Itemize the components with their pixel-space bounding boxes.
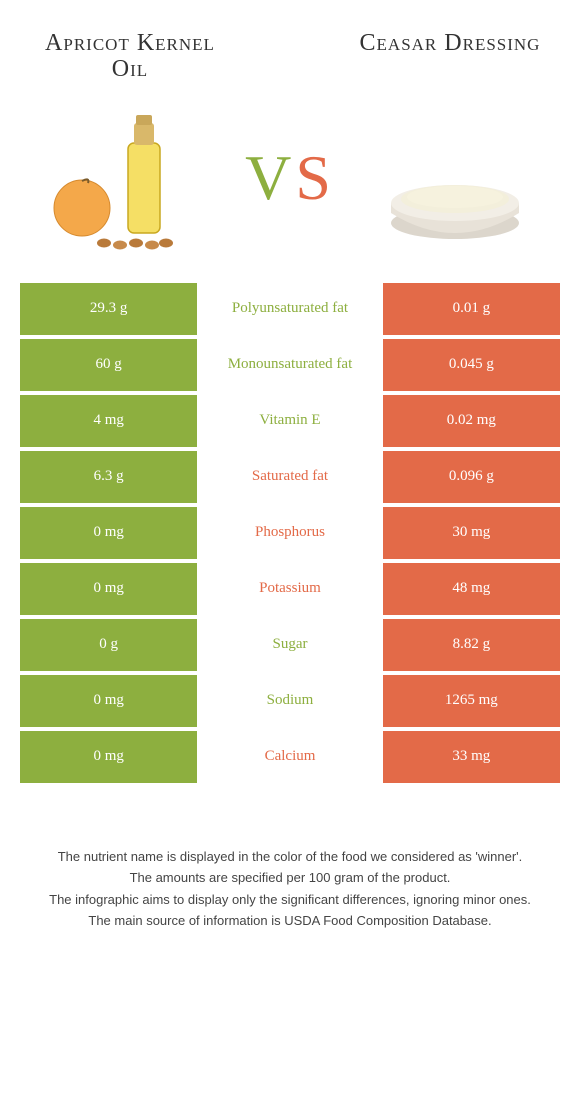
footer-line-1: The nutrient name is displayed in the co… bbox=[20, 847, 560, 867]
table-row: 60 gMonounsaturated fat0.045 g bbox=[20, 339, 560, 395]
header: Apricot Kernel Oil Ceasar Dressing bbox=[0, 0, 580, 83]
left-value: 29.3 g bbox=[20, 283, 201, 335]
footer-notes: The nutrient name is displayed in the co… bbox=[20, 847, 560, 933]
left-food-title: Apricot Kernel Oil bbox=[30, 30, 230, 83]
left-value: 0 g bbox=[20, 619, 201, 671]
right-food-title: Ceasar Dressing bbox=[350, 30, 550, 83]
images-row: VS bbox=[0, 83, 580, 283]
vs-v: V bbox=[245, 142, 295, 213]
right-value: 0.096 g bbox=[383, 451, 560, 503]
table-row: 0 mgCalcium33 mg bbox=[20, 731, 560, 787]
nutrient-label: Saturated fat bbox=[201, 451, 382, 503]
right-value: 0.045 g bbox=[383, 339, 560, 391]
left-value: 0 mg bbox=[20, 731, 201, 783]
right-value: 8.82 g bbox=[383, 619, 560, 671]
right-value: 30 mg bbox=[383, 507, 560, 559]
table-row: 0 mgPotassium48 mg bbox=[20, 563, 560, 619]
left-value: 0 mg bbox=[20, 507, 201, 559]
nutrient-label: Phosphorus bbox=[201, 507, 382, 559]
table-row: 6.3 gSaturated fat0.096 g bbox=[20, 451, 560, 507]
nutrient-label: Calcium bbox=[201, 731, 382, 783]
left-value: 0 mg bbox=[20, 675, 201, 727]
right-value: 0.02 mg bbox=[383, 395, 560, 447]
left-food-image bbox=[40, 93, 210, 263]
vs-label: VS bbox=[245, 141, 335, 215]
footer-line-2: The amounts are specified per 100 gram o… bbox=[20, 868, 560, 888]
footer-line-3: The infographic aims to display only the… bbox=[20, 890, 560, 910]
right-value: 48 mg bbox=[383, 563, 560, 615]
left-value: 6.3 g bbox=[20, 451, 201, 503]
nutrient-label: Vitamin E bbox=[201, 395, 382, 447]
table-row: 0 mgSodium1265 mg bbox=[20, 675, 560, 731]
table-row: 29.3 gPolyunsaturated fat0.01 g bbox=[20, 283, 560, 339]
right-value: 0.01 g bbox=[383, 283, 560, 335]
right-value: 33 mg bbox=[383, 731, 560, 783]
vs-s: S bbox=[295, 142, 335, 213]
nutrient-label: Monounsaturated fat bbox=[201, 339, 382, 391]
left-value: 0 mg bbox=[20, 563, 201, 615]
table-row: 0 mgPhosphorus30 mg bbox=[20, 507, 560, 563]
nutrient-label: Polyunsaturated fat bbox=[201, 283, 382, 335]
left-value: 4 mg bbox=[20, 395, 201, 447]
table-row: 4 mgVitamin E0.02 mg bbox=[20, 395, 560, 451]
nutrient-label: Potassium bbox=[201, 563, 382, 615]
right-value: 1265 mg bbox=[383, 675, 560, 727]
nutrient-label: Sodium bbox=[201, 675, 382, 727]
left-value: 60 g bbox=[20, 339, 201, 391]
footer-line-4: The main source of information is USDA F… bbox=[20, 911, 560, 931]
comparison-table: 29.3 gPolyunsaturated fat0.01 g60 gMonou… bbox=[20, 283, 560, 787]
nutrient-label: Sugar bbox=[201, 619, 382, 671]
right-food-image bbox=[370, 93, 540, 263]
table-row: 0 gSugar8.82 g bbox=[20, 619, 560, 675]
